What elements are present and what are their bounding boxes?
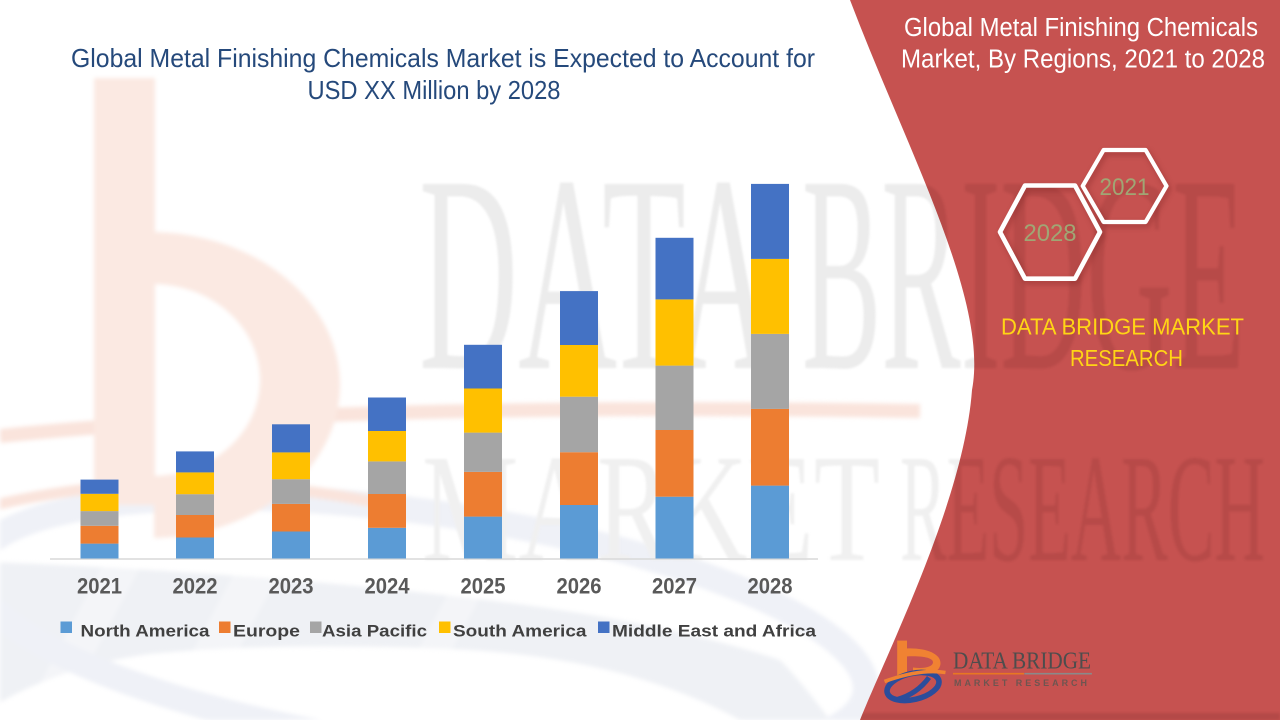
svg-text:MARKET RESEARCH: MARKET RESEARCH (954, 678, 1090, 688)
svg-text:Global Metal Finishing Chemica: Global Metal Finishing Chemicals (904, 14, 1258, 42)
svg-text:Asia Pacific: Asia Pacific (322, 622, 427, 641)
svg-text:2021: 2021 (77, 574, 122, 599)
svg-text:Europe: Europe (233, 622, 300, 641)
svg-text:2027: 2027 (652, 574, 697, 599)
svg-text:Middle East and Africa: Middle East and Africa (612, 622, 817, 641)
svg-text:2021: 2021 (1100, 174, 1150, 201)
svg-text:2025: 2025 (461, 574, 506, 599)
svg-text:North America: North America (81, 622, 211, 641)
svg-text:South America: South America (453, 622, 587, 641)
svg-text:2023: 2023 (269, 574, 314, 599)
svg-text:2022: 2022 (173, 574, 218, 599)
svg-text:2028: 2028 (1024, 220, 1077, 247)
svg-text:DATA BRIDGE: DATA BRIDGE (953, 648, 1091, 674)
svg-text:2024: 2024 (365, 574, 411, 599)
svg-text:USD XX Million by 2028: USD XX Million by 2028 (308, 75, 561, 105)
svg-text:2026: 2026 (557, 574, 602, 599)
svg-text:DATA BRIDGE MARKET: DATA BRIDGE MARKET (1001, 314, 1244, 340)
svg-text:Market, By Regions, 2021 to 20: Market, By Regions, 2021 to 2028 (901, 46, 1265, 74)
svg-text:2028: 2028 (748, 574, 793, 599)
svg-text:Global Metal Finishing Chemica: Global Metal Finishing Chemicals Market … (71, 43, 815, 73)
svg-text:RESEARCH: RESEARCH (1070, 345, 1183, 371)
